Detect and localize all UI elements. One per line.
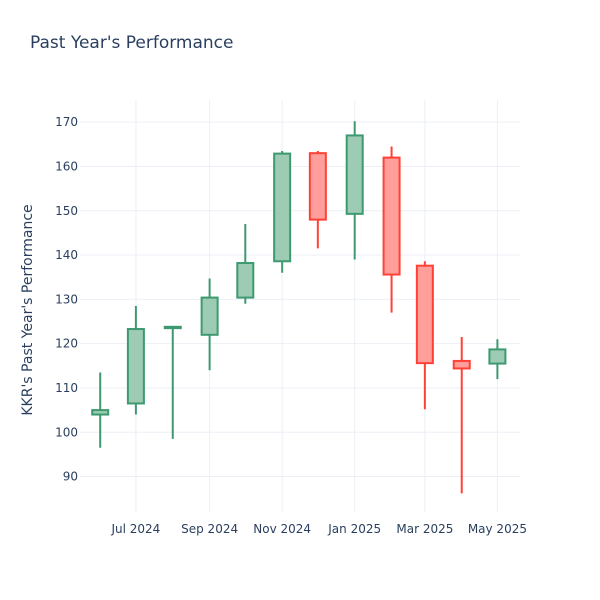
x-tick-label: May 2025 [468,522,527,536]
y-axis-ticks: 90 100 110 120 130 140 150 160 170 [55,115,78,483]
candle-body [488,348,507,365]
y-tick-label: 110 [55,381,78,395]
candle-body [382,156,401,276]
candle-increasing [345,121,364,260]
grid [80,100,520,512]
candle-body [236,262,255,299]
x-tick-label: Jan 2025 [327,522,381,536]
candle-body [163,325,182,330]
candle-increasing [488,339,507,380]
candle-increasing [273,150,292,273]
candles [91,121,507,494]
candle-body [415,264,434,365]
candle-body [91,409,110,416]
x-tick-label: Nov 2024 [253,522,311,536]
candle-body [126,328,145,405]
candle-increasing [236,224,255,304]
candle-body [452,359,471,370]
y-tick-label: 130 [55,292,78,306]
x-axis-ticks: Jul 2024 Sep 2024 Nov 2024 Jan 2025 Mar 2025… [110,522,527,536]
y-tick-label: 120 [55,337,78,351]
candle-decreasing [415,261,434,410]
y-tick-label: 90 [63,470,78,484]
candle-increasing [163,325,182,439]
candle-increasing [200,278,219,371]
y-tick-label: 100 [55,425,78,439]
y-tick-label: 150 [55,204,78,218]
candle-decreasing [452,337,471,494]
candle-body [200,296,219,336]
x-tick-label: Mar 2025 [396,522,453,536]
y-tick-label: 160 [55,159,78,173]
y-tick-label: 170 [55,115,78,129]
y-axis-title: KKR's Past Year's Performance [20,204,36,415]
candle-body [345,134,364,215]
x-tick-label: Sep 2024 [181,522,238,536]
candle-body [308,152,327,221]
candle-increasing [126,306,145,415]
candle-decreasing [308,150,327,249]
candle-body [273,152,292,263]
y-tick-label: 140 [55,248,78,262]
candle-decreasing [382,146,401,313]
candle-increasing [91,372,110,448]
x-tick-label: Jul 2024 [110,522,160,536]
chart-title: Past Year's Performance [30,33,234,53]
